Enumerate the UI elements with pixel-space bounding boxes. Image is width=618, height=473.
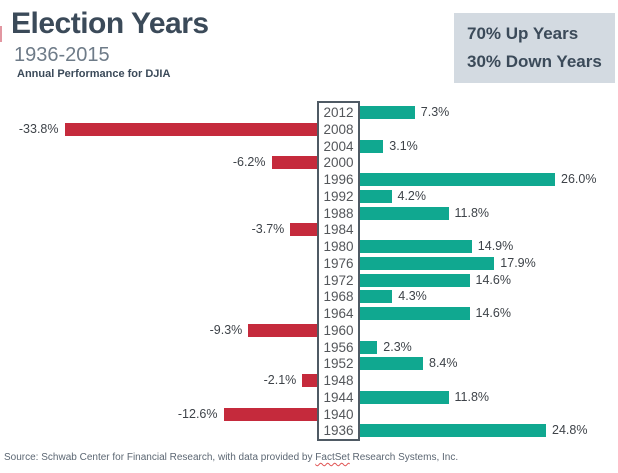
value-label: 26.0% — [561, 172, 597, 186]
chart-row: 17.9% 1976 — [0, 255, 618, 272]
year-label: 1996 — [323, 172, 354, 187]
chart-row: 14.9% 1980 — [0, 238, 618, 255]
value-label: 24.8% — [552, 423, 588, 437]
up-bar — [360, 140, 384, 153]
down-bar — [223, 408, 318, 421]
chart-row: -9.3% 1960 — [0, 322, 618, 339]
up-bar — [360, 307, 470, 320]
value-label: 11.8% — [454, 390, 490, 404]
value-label: 4.2% — [397, 189, 427, 203]
up-bar — [360, 290, 393, 303]
left-edge-red-sliver — [0, 26, 2, 42]
chart-row: 24.8% 1936 — [0, 422, 618, 439]
year-label: 2000 — [323, 155, 354, 170]
chart-row: 2.3% 1956 — [0, 339, 618, 356]
year-label: 2012 — [323, 105, 354, 120]
chart-row: 3.1% 2004 — [0, 138, 618, 155]
up-years-stat: 70% Up Years — [467, 24, 579, 43]
source-text-prefix: Source: Schwab Center for Financial Rese… — [4, 452, 316, 463]
year-label: 1936 — [323, 423, 354, 438]
year-label: 1960 — [323, 323, 354, 338]
year-label: 2004 — [323, 139, 354, 154]
down-years-stat: 30% Down Years — [467, 52, 602, 71]
year-label: 1984 — [323, 222, 354, 237]
chart-row: -33.8% 2008 — [0, 121, 618, 138]
chart-row: 7.3% 2012 — [0, 104, 618, 121]
up-bar — [360, 341, 378, 354]
value-label: 7.3% — [420, 105, 450, 119]
down-bar — [290, 223, 319, 236]
summary-box: 70% Up Years 30% Down Years — [454, 13, 615, 83]
value-label: -2.1% — [263, 373, 297, 387]
page-subtitle: 1936-2015 — [14, 44, 110, 66]
year-label: 1976 — [323, 256, 354, 271]
year-label: 1940 — [323, 407, 354, 422]
chart-row: 14.6% 1964 — [0, 305, 618, 322]
year-label: 1980 — [323, 239, 354, 254]
chart-row: 26.0% 1996 — [0, 171, 618, 188]
value-label: -3.7% — [251, 222, 285, 236]
value-label: 3.1% — [389, 139, 418, 153]
up-bar — [360, 257, 495, 270]
down-bar — [64, 123, 318, 136]
bar-chart: 7.3% 2012 -33.8% 2008 3.1% 2004 -6.2% 2000 26.0%… — [0, 101, 618, 441]
year-label: 1988 — [323, 206, 354, 221]
value-label: 11.8% — [454, 206, 490, 220]
chart-row: -6.2% 2000 — [0, 154, 618, 171]
up-bar — [360, 106, 415, 119]
value-label: -33.8% — [18, 122, 59, 136]
value-label: -12.6% — [177, 407, 218, 421]
down-bar — [248, 324, 319, 337]
value-label: 17.9% — [500, 256, 536, 270]
year-label: 1956 — [323, 340, 354, 355]
up-bar — [360, 190, 392, 203]
chart-row: 11.8% 1944 — [0, 389, 618, 406]
down-bar — [271, 156, 318, 169]
up-bar — [360, 391, 449, 404]
up-bar — [360, 274, 470, 287]
chart-row: -2.1% 1948 — [0, 372, 618, 389]
value-label: -6.2% — [232, 155, 266, 169]
page-title: Election Years — [11, 7, 209, 40]
value-label: 8.4% — [429, 356, 458, 370]
year-label: 1972 — [323, 273, 354, 288]
year-label: 2008 — [323, 122, 354, 137]
chart-row: 8.4% 1952 — [0, 355, 618, 372]
year-label: 1944 — [323, 390, 354, 405]
year-label: 1992 — [323, 189, 354, 204]
source-text-suffix: Research Systems, Inc. — [349, 452, 459, 463]
value-label: -9.3% — [209, 323, 243, 337]
chart-caption: Annual Performance for DJIA — [17, 68, 171, 80]
value-label: 14.9% — [477, 239, 514, 253]
year-label: 1964 — [323, 306, 354, 321]
up-bar — [360, 173, 555, 186]
year-label: 1948 — [323, 373, 354, 388]
chart-row: 11.8% 1988 — [0, 205, 618, 222]
chart-row: -12.6% 1940 — [0, 406, 618, 423]
value-label: 14.6% — [475, 306, 511, 320]
value-label: 2.3% — [383, 340, 412, 354]
year-label: 1968 — [323, 289, 354, 304]
chart-row: 4.2% 1992 — [0, 188, 618, 205]
source-factset-spellcheck: FactSet — [315, 452, 350, 463]
value-label: 4.3% — [398, 289, 427, 303]
chart-row: 14.6% 1972 — [0, 272, 618, 289]
year-column-box — [317, 101, 360, 441]
down-bar — [302, 374, 319, 387]
value-label: 14.6% — [475, 273, 511, 287]
chart-row: 4.3% 1968 — [0, 288, 618, 305]
source-note: Source: Schwab Center for Financial Rese… — [4, 452, 458, 463]
up-bar — [360, 240, 472, 253]
year-label: 1952 — [323, 356, 354, 371]
up-bar — [360, 424, 546, 437]
up-bar — [360, 207, 449, 220]
chart-row: -3.7% 1984 — [0, 221, 618, 238]
up-bar — [360, 357, 423, 370]
